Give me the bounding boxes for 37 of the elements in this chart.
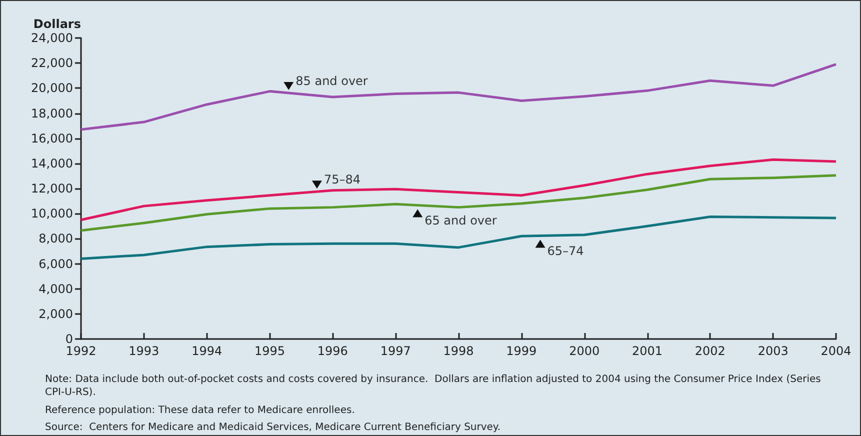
line-series (80, 174, 838, 232)
y-tick-label: 18,000 (31, 106, 73, 120)
y-tick-label: 2,000 (38, 306, 73, 321)
y-tick-label: 10,000 (31, 206, 73, 221)
x-tick-label: 1994 (192, 344, 222, 358)
line-series (80, 215, 838, 260)
y-tick-label: 4,000 (38, 282, 73, 296)
x-tick-label: 1992 (66, 344, 96, 358)
y-axis-title: Dollars (33, 17, 81, 31)
series-label: 75–84 (324, 172, 360, 187)
x-tick-label: 1997 (380, 344, 411, 358)
x-tick-label: 1999 (506, 344, 537, 358)
source-note: Source: Centers for Medicare and Medicaid Services, Medicare Current Beneficiary Survey. (45, 422, 501, 433)
series-label: 65–74 (547, 244, 584, 258)
text: Reference population: These data refer to Medicare enrollees. (45, 405, 355, 416)
x-tick-label: 2002 (694, 344, 726, 358)
y-tick-label: 14,000 (31, 156, 73, 170)
text: Note: Data include both out-of-pocket costs and costs covered by insurance. Dollars are inflation adjusted to 2004 using the Consumer Price Index (Series CPI-U-RS). (45, 374, 824, 398)
x-tick-label: 1993 (128, 344, 160, 358)
line-series (80, 63, 838, 131)
y-tick-label: 12,000 (31, 182, 73, 196)
x-tick-label: 1995 (254, 344, 286, 358)
series-label: 85 and over (296, 74, 368, 88)
y-tick-label: 20,000 (31, 81, 73, 96)
x-tick-label: 2003 (758, 344, 788, 358)
y-tick-label: 22,000 (31, 56, 73, 70)
x-tick-label: 2000 (569, 344, 600, 358)
y-tick-label: 16,000 (31, 131, 73, 146)
series-label: 65 and over (424, 213, 497, 228)
y-tick-label: 0 (65, 332, 73, 346)
x-tick-label: 1996 (317, 344, 348, 358)
x-tick-label: 1998 (443, 344, 474, 358)
y-tick-label: 8,000 (38, 232, 73, 246)
y-tick-label: 6,000 (38, 256, 73, 271)
x-tick-label: 2001 (632, 344, 663, 358)
x-tick-label: 2004 (820, 344, 852, 358)
y-tick-label: 24,000 (31, 31, 73, 45)
